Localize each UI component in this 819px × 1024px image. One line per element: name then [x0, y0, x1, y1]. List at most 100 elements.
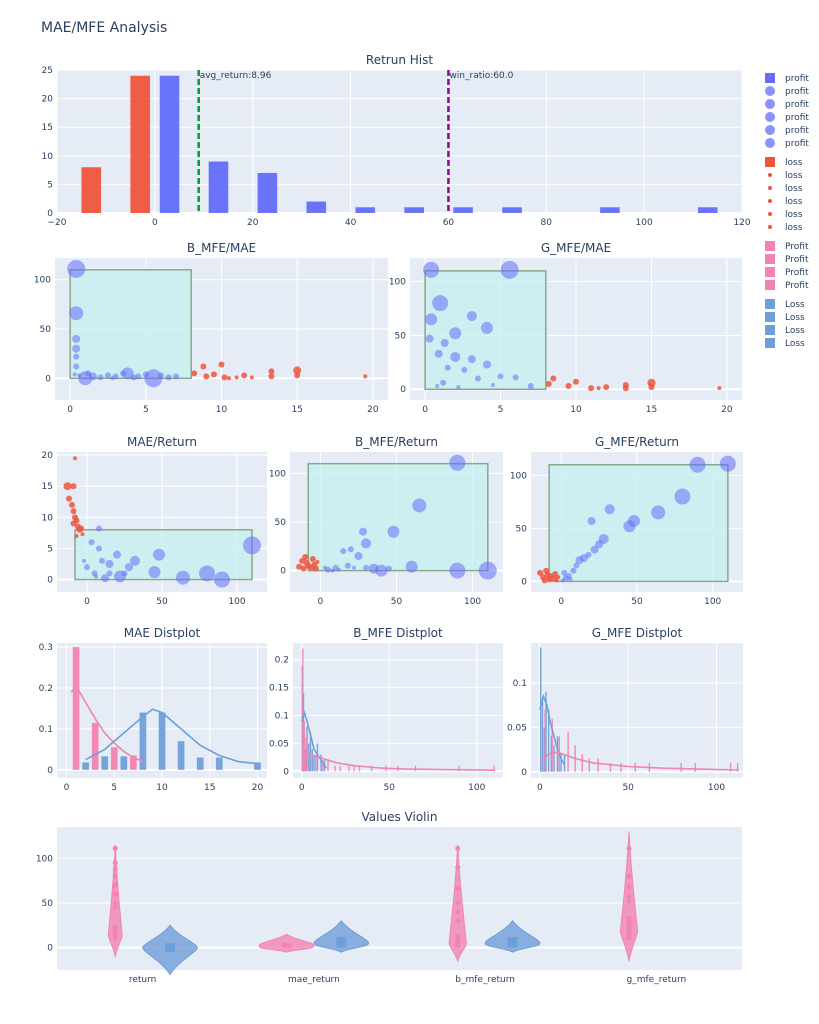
g-mfe-mae-xtick-label: 0 — [422, 405, 428, 415]
mae-return-point-loss — [73, 456, 77, 461]
mae-return-point-profit — [113, 550, 121, 559]
b-mfe-mae-point-profit — [73, 363, 80, 370]
legend-swatch — [765, 254, 775, 264]
g-mfe-return-point-profit — [674, 488, 691, 505]
legend-label: Loss — [785, 313, 805, 323]
g-mfe-mae-point-loss — [545, 380, 552, 387]
b-mfe-distplot-bar-loss — [304, 748, 306, 772]
return-hist-ytick-label: 0 — [47, 209, 53, 219]
mae-distplot-bar-profit — [130, 755, 137, 770]
mae-return-point-loss — [70, 508, 77, 515]
g-mfe-return-point-loss — [552, 570, 559, 577]
g-mfe-return-xtick-label: 0 — [558, 597, 564, 607]
legend-label: loss — [785, 197, 803, 207]
mae-return-point-profit — [214, 571, 230, 588]
return-hist-xtick-label: −20 — [48, 218, 67, 228]
g-mfe-mae-point-loss — [596, 386, 601, 391]
g-mfe-mae-point-profit — [497, 373, 504, 380]
legend-label: loss — [785, 158, 803, 168]
g-mfe-mae-point-profit — [444, 364, 451, 371]
b-mfe-distplot-bar-profit — [371, 765, 373, 772]
b-mfe-distplot-panel: B_MFE Distplot 0 50 100 0 0.05 0.1 0.15 0.2 — [269, 626, 503, 793]
mae-return-ytick-label: 10 — [42, 513, 54, 523]
b-mfe-distplot-bar-loss — [320, 754, 322, 772]
legend-label: profit — [785, 87, 809, 97]
b-mfe-distplot-xtick-label: 0 — [299, 783, 305, 793]
b-mfe-return-point-profit — [449, 562, 466, 579]
values-violin-outlier-b_mfe_return — [455, 900, 461, 906]
g-mfe-distplot-bar-loss — [563, 754, 566, 772]
b-mfe-mae-point-profit — [72, 344, 81, 353]
g-mfe-mae-point-loss — [622, 385, 629, 392]
mae-distplot-ytick-label: 0.1 — [39, 725, 53, 735]
b-mfe-mae-title: B_MFE/MAE — [187, 241, 256, 255]
g-mfe-return-title: G_MFE/Return — [595, 435, 679, 449]
g-mfe-distplot-bar-profit — [694, 762, 697, 772]
g-mfe-distplot-panel: G_MFE Distplot 0 50 100 0 0.05 0.1 — [507, 626, 743, 793]
values-violin-outlier-g_mfe_return — [626, 884, 632, 890]
values-violin-violin-b_mfe_return — [484, 920, 541, 953]
legend-swatch — [765, 338, 775, 348]
return-hist-bar-profit — [600, 207, 620, 213]
values-violin-panel: Values Violin 0 50 100 return mae_return b_mfe… — [36, 810, 742, 985]
b-mfe-mae-point-loss — [227, 376, 232, 381]
mae-return-point-loss — [73, 517, 80, 524]
return-hist-xtick-label: 80 — [541, 218, 553, 228]
mae-distplot-bar-loss — [139, 712, 147, 770]
legend-label: Profit — [785, 255, 809, 265]
mae-return-ytick-label: 0 — [47, 576, 53, 586]
g-mfe-mae-point-profit — [434, 349, 443, 358]
g-mfe-return-ytick-label: 100 — [510, 471, 527, 481]
g-mfe-distplot-bar-loss — [547, 709, 550, 772]
legend-label: profit — [785, 139, 809, 149]
b-mfe-distplot-ytick-label: 0.15 — [269, 684, 289, 694]
b-mfe-distplot-bar-profit — [302, 648, 304, 772]
g-mfe-mae-point-loss — [647, 378, 656, 387]
return-hist-title: Retrun Hist — [366, 53, 433, 67]
b-mfe-distplot-bar-loss — [313, 754, 315, 772]
mae-return-point-loss — [78, 525, 84, 532]
return-hist-ytick-label: 10 — [42, 152, 54, 162]
g-mfe-return-point-profit — [560, 578, 565, 583]
g-mfe-return-point-profit — [585, 551, 592, 558]
b-mfe-mae-point-loss — [210, 371, 217, 378]
mae-distplot-bar-profit — [110, 747, 118, 770]
legend-swatch — [768, 173, 772, 177]
g-mfe-mae-point-profit — [491, 382, 495, 387]
b-mfe-mae-point-profit — [110, 376, 115, 381]
b-mfe-return-point-profit — [336, 567, 341, 572]
legend-swatch — [765, 86, 775, 96]
b-mfe-mae-point-loss — [241, 372, 248, 379]
return-hist-xtick-label: 100 — [636, 218, 653, 228]
mae-distplot-xtick-label: 0 — [64, 783, 70, 793]
return-hist-ytick-label: 25 — [42, 66, 53, 76]
mae-distplot-ytick-label: 0 — [47, 766, 53, 776]
legend-label: loss — [785, 184, 803, 194]
g-mfe-distplot-xtick-label: 0 — [537, 783, 543, 793]
b-mfe-distplot-bar-loss — [306, 726, 308, 772]
legend-swatch — [765, 138, 775, 148]
b-mfe-distplot-bar-profit — [305, 737, 307, 772]
b-mfe-distplot-bar-loss — [308, 743, 310, 772]
b-mfe-return-ytick-label: 0 — [280, 567, 286, 577]
g-mfe-mae-point-loss — [550, 375, 557, 382]
b-mfe-return-point-profit — [330, 568, 335, 573]
mae-distplot-xtick-label: 20 — [252, 783, 264, 793]
b-mfe-mae-point-profit — [104, 372, 111, 379]
mae-distplot-bar-loss — [215, 757, 223, 770]
g-mfe-mae-point-profit — [482, 360, 491, 369]
return-hist-xtick-label: 0 — [152, 218, 158, 228]
g-mfe-distplot-plot-area — [531, 643, 743, 778]
b-mfe-return-zone-rect — [307, 462, 489, 572]
mae-return-point-profit — [130, 555, 140, 566]
g-mfe-mae-point-profit — [423, 261, 440, 278]
b-mfe-mae-point-profit — [135, 373, 142, 380]
b-mfe-return-panel: B_MFE/Return 0 50 100 0 50 100 — [269, 435, 503, 607]
g-mfe-mae-title: G_MFE/MAE — [541, 241, 611, 255]
return-hist-bar-profit — [502, 207, 522, 213]
b-mfe-return-ytick-label: 50 — [275, 518, 287, 528]
g-mfe-return-point-profit — [573, 562, 580, 569]
legend-swatch — [768, 225, 772, 229]
g-mfe-distplot-bar-profit — [581, 754, 583, 772]
values-violin-outlier-return — [112, 860, 118, 866]
